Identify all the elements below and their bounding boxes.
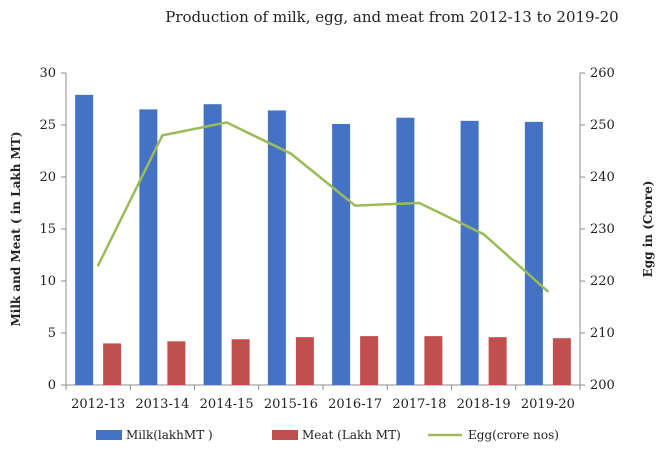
right-tick-label: 220 xyxy=(590,274,615,289)
y-axis-label-right: Egg in (Crore) xyxy=(641,181,655,278)
y-axis-label-left: Milk and Meat ( in Lakh MT) xyxy=(9,131,23,326)
right-tick-label: 210 xyxy=(590,326,615,341)
meat-bar xyxy=(552,338,571,385)
chart-title: Production of milk, egg, and meat from 2… xyxy=(165,8,618,26)
meat-bar xyxy=(103,343,122,385)
right-tick-group: 200 210 220 230 240 250 260 xyxy=(580,66,615,393)
right-tick-label: 200 xyxy=(590,378,615,393)
milk-bar xyxy=(460,120,479,385)
left-tick-label: 30 xyxy=(39,66,56,81)
right-tick-label: 260 xyxy=(590,66,615,81)
egg-point xyxy=(418,201,421,205)
left-tick-label: 20 xyxy=(39,170,56,185)
x-tick-label: 2012-13 xyxy=(71,397,125,412)
legend-label-milk: Milk(lakhMT ) xyxy=(126,428,213,442)
meat-bar xyxy=(167,341,186,385)
x-tick-label: 2015-16 xyxy=(264,397,318,412)
x-tick-label: 2017-18 xyxy=(392,397,446,412)
legend-swatch-milk xyxy=(96,430,122,440)
milk-bar xyxy=(203,104,222,385)
egg-point xyxy=(289,152,293,155)
egg-point xyxy=(546,290,550,293)
x-tick-label: 2016-17 xyxy=(328,397,382,412)
right-tick-label: 250 xyxy=(590,118,615,133)
milk-bar xyxy=(139,109,158,386)
left-tick-label: 0 xyxy=(48,378,56,393)
milk-bar xyxy=(267,110,286,385)
legend: Milk(lakhMT ) Meat (Lakh MT) Egg(crore nos… xyxy=(96,428,559,442)
egg-point xyxy=(482,233,485,236)
left-tick-label: 15 xyxy=(39,222,56,237)
meat-bar xyxy=(488,337,507,385)
egg-point xyxy=(225,121,228,124)
meat-bar xyxy=(424,336,443,385)
egg-point xyxy=(96,264,100,267)
egg-line-group xyxy=(96,121,550,293)
milk-bar xyxy=(396,117,415,385)
left-tick-label: 5 xyxy=(48,326,56,341)
x-tick-label: 2014-15 xyxy=(200,397,254,412)
egg-point xyxy=(161,134,164,137)
egg-point xyxy=(353,204,357,207)
egg-series-line xyxy=(97,121,549,293)
bar-group xyxy=(75,94,571,386)
milk-bar xyxy=(524,121,543,385)
left-tick-label: 10 xyxy=(39,274,56,289)
x-tick-label: 2018-19 xyxy=(457,397,511,412)
right-tick-label: 230 xyxy=(590,222,615,237)
left-tick-label: 25 xyxy=(39,118,56,133)
legend-swatch-meat xyxy=(272,430,298,440)
left-tick-group: 0 5 10 15 20 25 30 xyxy=(39,66,66,393)
meat-bar xyxy=(360,336,379,385)
milk-bar xyxy=(332,123,351,386)
legend-label-egg: Egg(crore nos) xyxy=(468,428,559,442)
meat-bar xyxy=(231,339,250,385)
x-tick-label: 2013-14 xyxy=(135,397,189,412)
right-tick-label: 240 xyxy=(590,170,615,185)
meat-bar xyxy=(295,337,314,385)
x-tick-group: 2012-13 2013-14 2014-15 2015-16 2016-17 2017-… xyxy=(65,385,581,412)
x-tick-label: 2019-20 xyxy=(521,397,575,412)
milk-bar xyxy=(75,94,94,385)
legend-label-meat: Meat (Lakh MT) xyxy=(302,428,401,442)
